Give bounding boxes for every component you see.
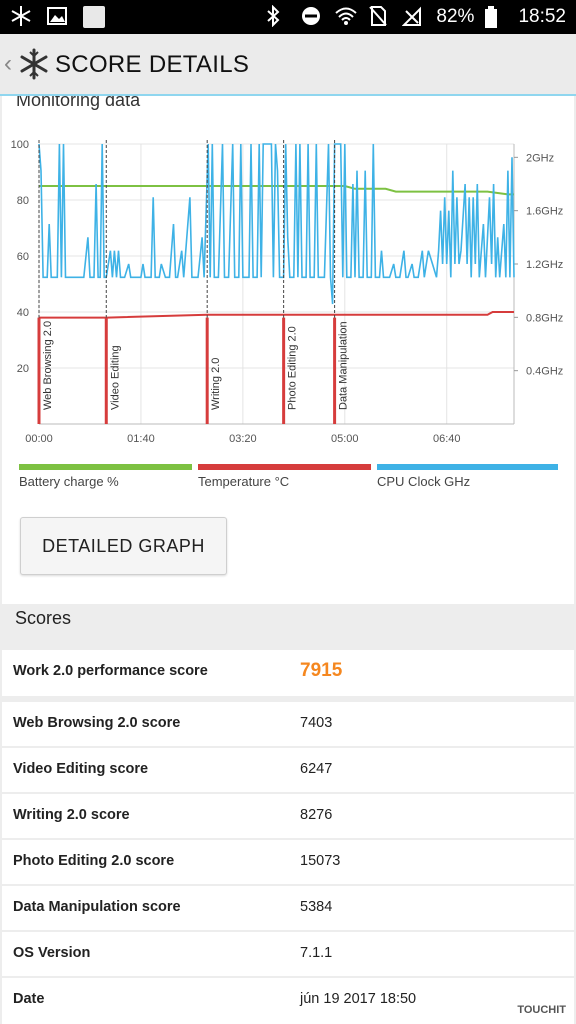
- y-right-tick-label: 1.6GHz: [526, 206, 563, 218]
- table-row: Data Manipulation score 5384: [2, 886, 574, 930]
- legend-temperature-label: Temperature °C: [198, 474, 290, 489]
- legend-cpu-label: CPU Clock GHz: [377, 474, 471, 489]
- table-row: Photo Editing 2.0 score 15073: [2, 840, 574, 884]
- x-tick-label: 03:20: [229, 433, 257, 445]
- score-value: 6247: [300, 761, 333, 777]
- score-label: Work 2.0 performance score: [13, 663, 208, 679]
- x-tick-label: 05:00: [331, 433, 359, 445]
- battery-percent: 82%: [436, 6, 475, 27]
- app-bar: ‹ SCORE DETAILS: [0, 34, 576, 96]
- battery-icon: [484, 5, 508, 29]
- y-left-tick-label: 60: [17, 251, 29, 263]
- snowflake-notification-icon: [10, 5, 34, 29]
- legend-battery-label: Battery charge %: [19, 474, 119, 489]
- y-right-tick-label: 0.4GHz: [526, 366, 563, 378]
- score-label: Writing 2.0 score: [13, 807, 130, 823]
- score-value: 5384: [300, 899, 333, 915]
- series-line-1: [39, 311, 514, 319]
- table-row: Writing 2.0 score 8276: [2, 794, 574, 838]
- app-notification-icon: [82, 5, 106, 29]
- bluetooth-icon: [266, 4, 290, 29]
- image-notification-icon: [46, 5, 70, 29]
- table-row: Video Editing score 6247: [2, 748, 574, 792]
- score-value: 7.1.1: [300, 945, 333, 961]
- do-not-disturb-icon: [300, 5, 324, 29]
- phase-marker-label: Web Browsing 2.0: [42, 321, 54, 410]
- table-row: Web Browsing 2.0 score 7403: [2, 702, 574, 746]
- table-row: Work 2.0 performance score 7915: [2, 650, 574, 696]
- table-row: Date jún 19 2017 18:50: [2, 978, 574, 1024]
- legend-cpu: CPU Clock GHz: [377, 464, 558, 494]
- clock: 18:52: [518, 6, 566, 27]
- legend-cpu-swatch: [377, 464, 558, 470]
- legend-temperature-swatch: [198, 464, 371, 470]
- no-sim-icon: [368, 5, 392, 29]
- score-value: 15073: [300, 853, 341, 869]
- y-right-tick-label: 0.8GHz: [526, 312, 563, 324]
- score-label: Video Editing score: [13, 761, 149, 777]
- watermark-logo: TOUCHIT: [517, 1004, 566, 1016]
- score-label: OS Version: [13, 945, 91, 961]
- score-label: Photo Editing 2.0 score: [13, 853, 175, 869]
- score-value: jún 19 2017 18:50: [300, 991, 417, 1007]
- y-left-tick-label: 40: [17, 307, 29, 319]
- score-label: Web Browsing 2.0 score: [13, 715, 181, 731]
- phase-marker-label: Writing 2.0: [210, 358, 222, 410]
- score-label: Data Manipulation score: [13, 899, 181, 915]
- back-chevron-icon[interactable]: ‹: [4, 50, 12, 77]
- detailed-graph-button[interactable]: DETAILED GRAPH: [20, 517, 227, 575]
- y-left-tick-label: 100: [11, 139, 29, 151]
- monitoring-chart: 00:00 01:40 03:20 05:00 06:40 100 80 60 40 20 2GHz…: [11, 139, 564, 445]
- y-right-tick-label: 2GHz: [526, 152, 554, 164]
- legend-temperature: Temperature °C: [198, 464, 371, 494]
- y-left-tick-label: 20: [17, 363, 29, 375]
- y-left-tick-label: 80: [17, 195, 29, 207]
- x-tick-label: 06:40: [433, 433, 461, 445]
- table-row: OS Version 7.1.1: [2, 932, 574, 976]
- legend-battery: Battery charge %: [19, 464, 192, 494]
- wifi-icon: [334, 5, 358, 29]
- legend-battery-swatch: [19, 464, 192, 470]
- score-value: 7915: [300, 660, 343, 681]
- y-right-tick-label: 1.2GHz: [526, 259, 563, 271]
- series-line-2: [38, 143, 515, 305]
- phase-marker-label: Data Manipulation: [338, 321, 350, 410]
- x-tick-label: 00:00: [25, 433, 53, 445]
- snowflake-logo-icon[interactable]: [18, 48, 50, 80]
- series-line-0: [39, 185, 514, 196]
- x-tick-label: 01:40: [127, 433, 155, 445]
- phase-marker-label: Video Editing: [109, 345, 121, 410]
- monitoring-title: Monitoring data: [16, 96, 141, 110]
- page-title: SCORE DETAILS: [55, 51, 250, 78]
- scores-title: Scores: [15, 608, 72, 628]
- score-label: Date: [13, 991, 45, 1007]
- monitoring-card-header: Monitoring data: [2, 96, 574, 130]
- status-bar: 82% 18:52: [0, 0, 576, 34]
- signal-icon: [402, 5, 426, 29]
- score-value: 7403: [300, 715, 333, 731]
- score-value: 8276: [300, 807, 333, 823]
- phase-marker-label: Photo Editing 2.0: [287, 326, 299, 410]
